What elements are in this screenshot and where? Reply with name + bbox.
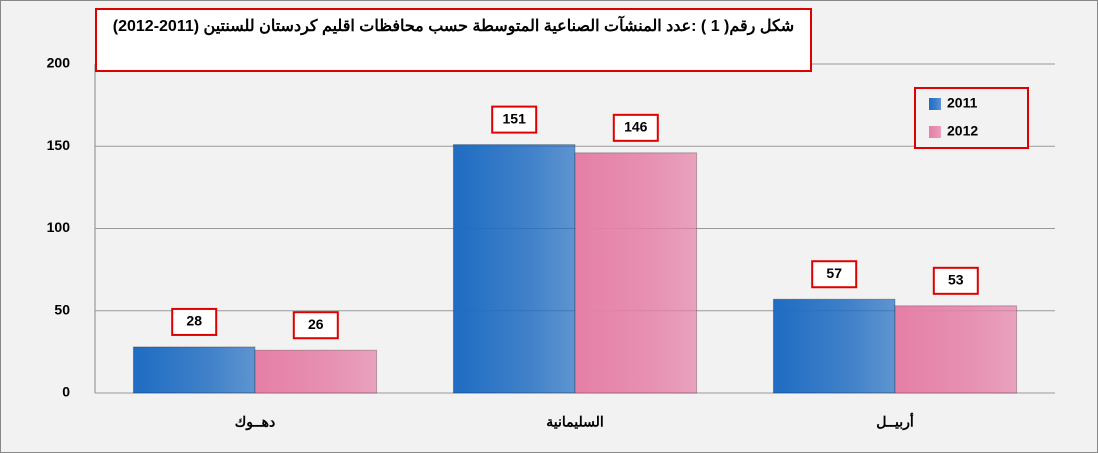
x-tick-label: السليمانية [546,414,604,430]
x-tick-label: أربيــل [876,412,914,431]
legend-swatch [929,98,941,110]
x-tick-label: دهــوك [235,414,276,431]
value-label-box [491,105,538,134]
y-tick-label: 100 [47,219,71,235]
bar [254,349,378,394]
y-tick-label: 150 [47,137,71,153]
bar [574,152,698,394]
value-label: 151 [503,110,527,126]
title-box: شكل رقم( 1 ) :عدد المنشآت الصناعية المتو… [95,8,812,72]
chart-title: شكل رقم( 1 ) :عدد المنشآت الصناعية المتو… [95,8,812,72]
legend-label: 2011 [947,95,978,111]
y-tick-label: 200 [47,55,71,71]
value-label: 57 [826,265,842,281]
value-label-box [612,113,659,142]
value-label: 53 [948,272,964,288]
y-tick-label: 0 [62,384,70,400]
bar [894,305,1018,394]
bar [452,144,576,394]
y-tick-label: 50 [54,301,70,317]
value-label-box [171,307,218,336]
value-label: 28 [186,313,202,329]
legend-swatch [929,126,941,138]
bar [772,298,896,394]
bar [132,346,256,394]
value-label-box [292,311,339,340]
value-label: 146 [624,119,648,135]
legend-label: 2012 [947,123,978,139]
value-label-box [932,266,979,295]
value-label: 26 [308,316,324,332]
value-label-box [811,260,858,289]
